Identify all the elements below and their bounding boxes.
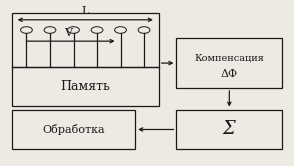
Text: V: V (64, 28, 72, 38)
Text: ΔΦ: ΔΦ (221, 69, 238, 79)
Bar (12, 13, 159, 106)
Text: Память: Память (60, 80, 110, 93)
Bar (176, 110, 282, 149)
Text: Обработка: Обработка (42, 124, 105, 135)
Bar (12, 110, 135, 149)
Text: Компенсация: Компенсация (194, 54, 264, 63)
Text: L: L (81, 6, 89, 16)
Bar (176, 38, 282, 88)
Text: Σ: Σ (223, 121, 236, 138)
